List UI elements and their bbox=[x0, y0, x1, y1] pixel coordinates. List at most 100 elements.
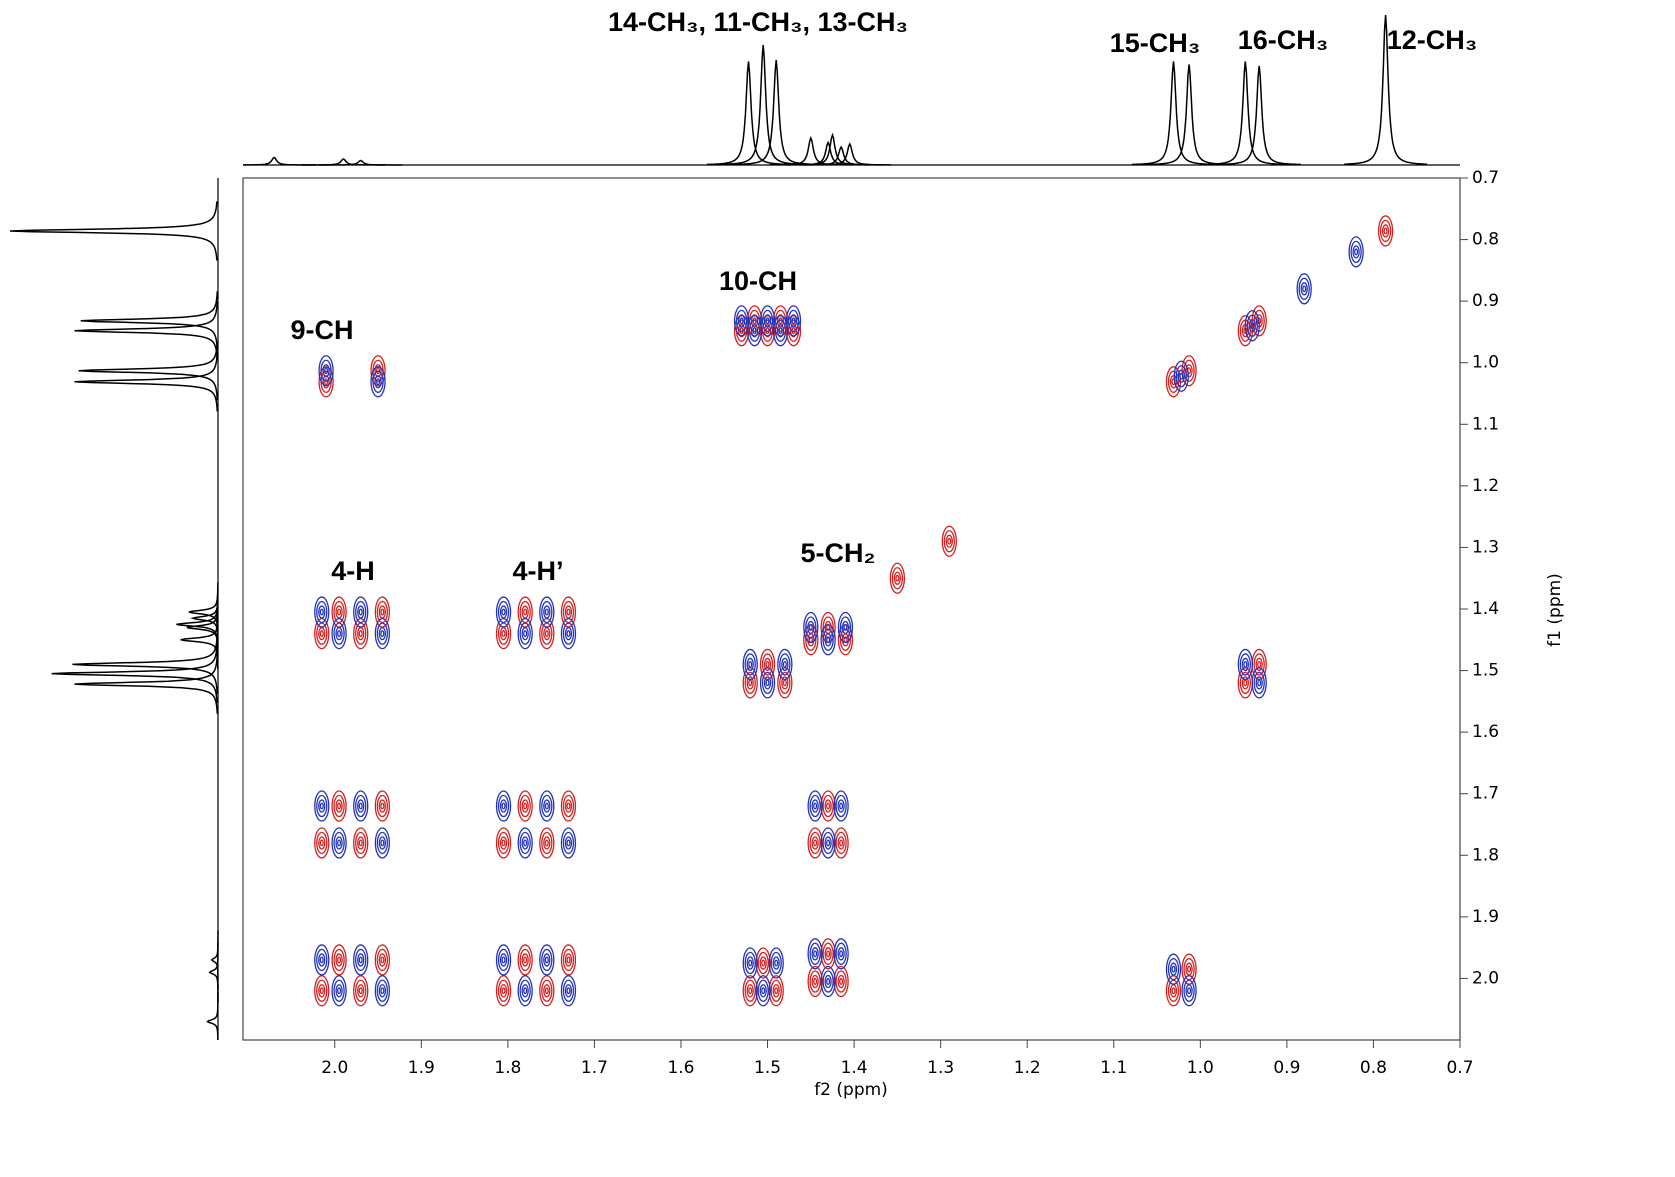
contour-line bbox=[338, 988, 341, 994]
contour-line bbox=[1301, 283, 1307, 295]
cross-peak bbox=[518, 828, 532, 858]
cross-peak bbox=[1252, 649, 1266, 679]
contour-line bbox=[502, 988, 505, 994]
peak-annotation: 16-CH₃ bbox=[1238, 25, 1329, 55]
contour-line bbox=[812, 837, 818, 849]
cross-peak bbox=[518, 976, 532, 1006]
contour-line bbox=[825, 948, 831, 960]
contour-line bbox=[896, 575, 899, 581]
contour-line bbox=[319, 800, 325, 812]
contour-line bbox=[765, 677, 771, 689]
contour-line bbox=[359, 803, 362, 809]
y-tick-label: 1.2 bbox=[1472, 476, 1499, 496]
contour-line bbox=[359, 988, 362, 994]
contour-line bbox=[1355, 249, 1358, 255]
contour-line bbox=[358, 628, 364, 640]
cross-peak bbox=[1182, 356, 1196, 386]
cross-peak bbox=[743, 668, 757, 698]
x-tick-label: 1.4 bbox=[841, 1058, 868, 1078]
x-tick-label: 1.3 bbox=[927, 1058, 954, 1078]
contour-line bbox=[840, 979, 843, 985]
contour-line bbox=[565, 628, 571, 640]
contour-line bbox=[359, 609, 362, 615]
contour-line bbox=[502, 803, 505, 809]
contour-line bbox=[320, 840, 323, 846]
contour-line bbox=[1353, 246, 1359, 258]
x-tick-label: 0.8 bbox=[1360, 1058, 1387, 1078]
cross-peak bbox=[1379, 216, 1393, 246]
contour-line bbox=[501, 606, 507, 618]
cross-peak bbox=[354, 597, 368, 627]
cross-peak bbox=[354, 976, 368, 1006]
contour-line bbox=[320, 988, 323, 994]
cross-peak bbox=[497, 828, 511, 858]
cross-peak bbox=[332, 619, 346, 649]
contour-line bbox=[827, 803, 830, 809]
contour-line bbox=[567, 957, 570, 963]
contour-line bbox=[812, 800, 818, 812]
contour-line bbox=[783, 680, 786, 686]
cross-peak bbox=[375, 791, 389, 821]
peak-annotation: 4-H’ bbox=[512, 556, 563, 586]
contour-line bbox=[358, 837, 364, 849]
cross-peak bbox=[821, 967, 835, 997]
contour-area bbox=[315, 216, 1393, 1006]
x-tick-label: 1.6 bbox=[667, 1058, 694, 1078]
contour-line bbox=[320, 803, 323, 809]
contour-line bbox=[946, 535, 952, 547]
cross-peak bbox=[1166, 954, 1180, 984]
x-tick-label: 1.7 bbox=[581, 1058, 608, 1078]
cross-peak bbox=[332, 791, 346, 821]
cross-peak bbox=[743, 649, 757, 679]
contour-line bbox=[501, 800, 507, 812]
cross-peak bbox=[518, 945, 532, 975]
contour-line bbox=[565, 800, 571, 812]
contour-line bbox=[1384, 228, 1387, 234]
cross-peak bbox=[756, 948, 770, 978]
contour-line bbox=[338, 840, 341, 846]
contour-line bbox=[379, 954, 385, 966]
contour-line bbox=[319, 985, 325, 997]
contour-line bbox=[544, 985, 550, 997]
peak-annotation: 5-CH₂ bbox=[800, 538, 875, 568]
contour-line bbox=[544, 628, 550, 640]
y-tick-label: 0.8 bbox=[1472, 230, 1499, 250]
cross-peak bbox=[315, 597, 329, 627]
cross-peak bbox=[769, 976, 783, 1006]
contour-line bbox=[336, 837, 342, 849]
cross-peak bbox=[315, 828, 329, 858]
contour-line bbox=[1178, 370, 1184, 382]
contour-line bbox=[840, 951, 843, 957]
contour-line bbox=[773, 957, 779, 969]
y-tick-label: 1.7 bbox=[1472, 784, 1499, 804]
contour-line bbox=[545, 631, 548, 637]
cross-peak bbox=[518, 619, 532, 649]
cross-peak bbox=[354, 791, 368, 821]
cross-peak bbox=[804, 612, 818, 642]
contour-line bbox=[1242, 658, 1248, 670]
x-tick-label: 2.0 bbox=[321, 1058, 348, 1078]
contour-line bbox=[766, 680, 769, 686]
y-axis-label: f1 (ppm) bbox=[1545, 573, 1565, 647]
contour-line bbox=[501, 985, 507, 997]
left-peak bbox=[79, 341, 218, 400]
left-peak bbox=[10, 201, 217, 260]
contour-line bbox=[1188, 988, 1191, 994]
y-tick-label: 1.9 bbox=[1472, 907, 1499, 927]
x-tick-label: 0.7 bbox=[1446, 1058, 1473, 1078]
left-peak bbox=[52, 644, 218, 703]
cross-peak bbox=[332, 976, 346, 1006]
x-tick-label: 1.5 bbox=[754, 1058, 781, 1078]
y-tick-label: 1.4 bbox=[1472, 599, 1499, 619]
contour-line bbox=[336, 954, 342, 966]
cross-peak bbox=[1174, 361, 1188, 391]
y-tick-label: 2.0 bbox=[1472, 968, 1499, 988]
contour-line bbox=[749, 680, 752, 686]
cross-peak bbox=[375, 619, 389, 649]
contour-line bbox=[814, 979, 817, 985]
y-tick-label: 1.8 bbox=[1472, 845, 1499, 865]
contour-line bbox=[358, 954, 364, 966]
contour-line bbox=[381, 840, 384, 846]
contour-line bbox=[838, 948, 844, 960]
contour-line bbox=[545, 803, 548, 809]
